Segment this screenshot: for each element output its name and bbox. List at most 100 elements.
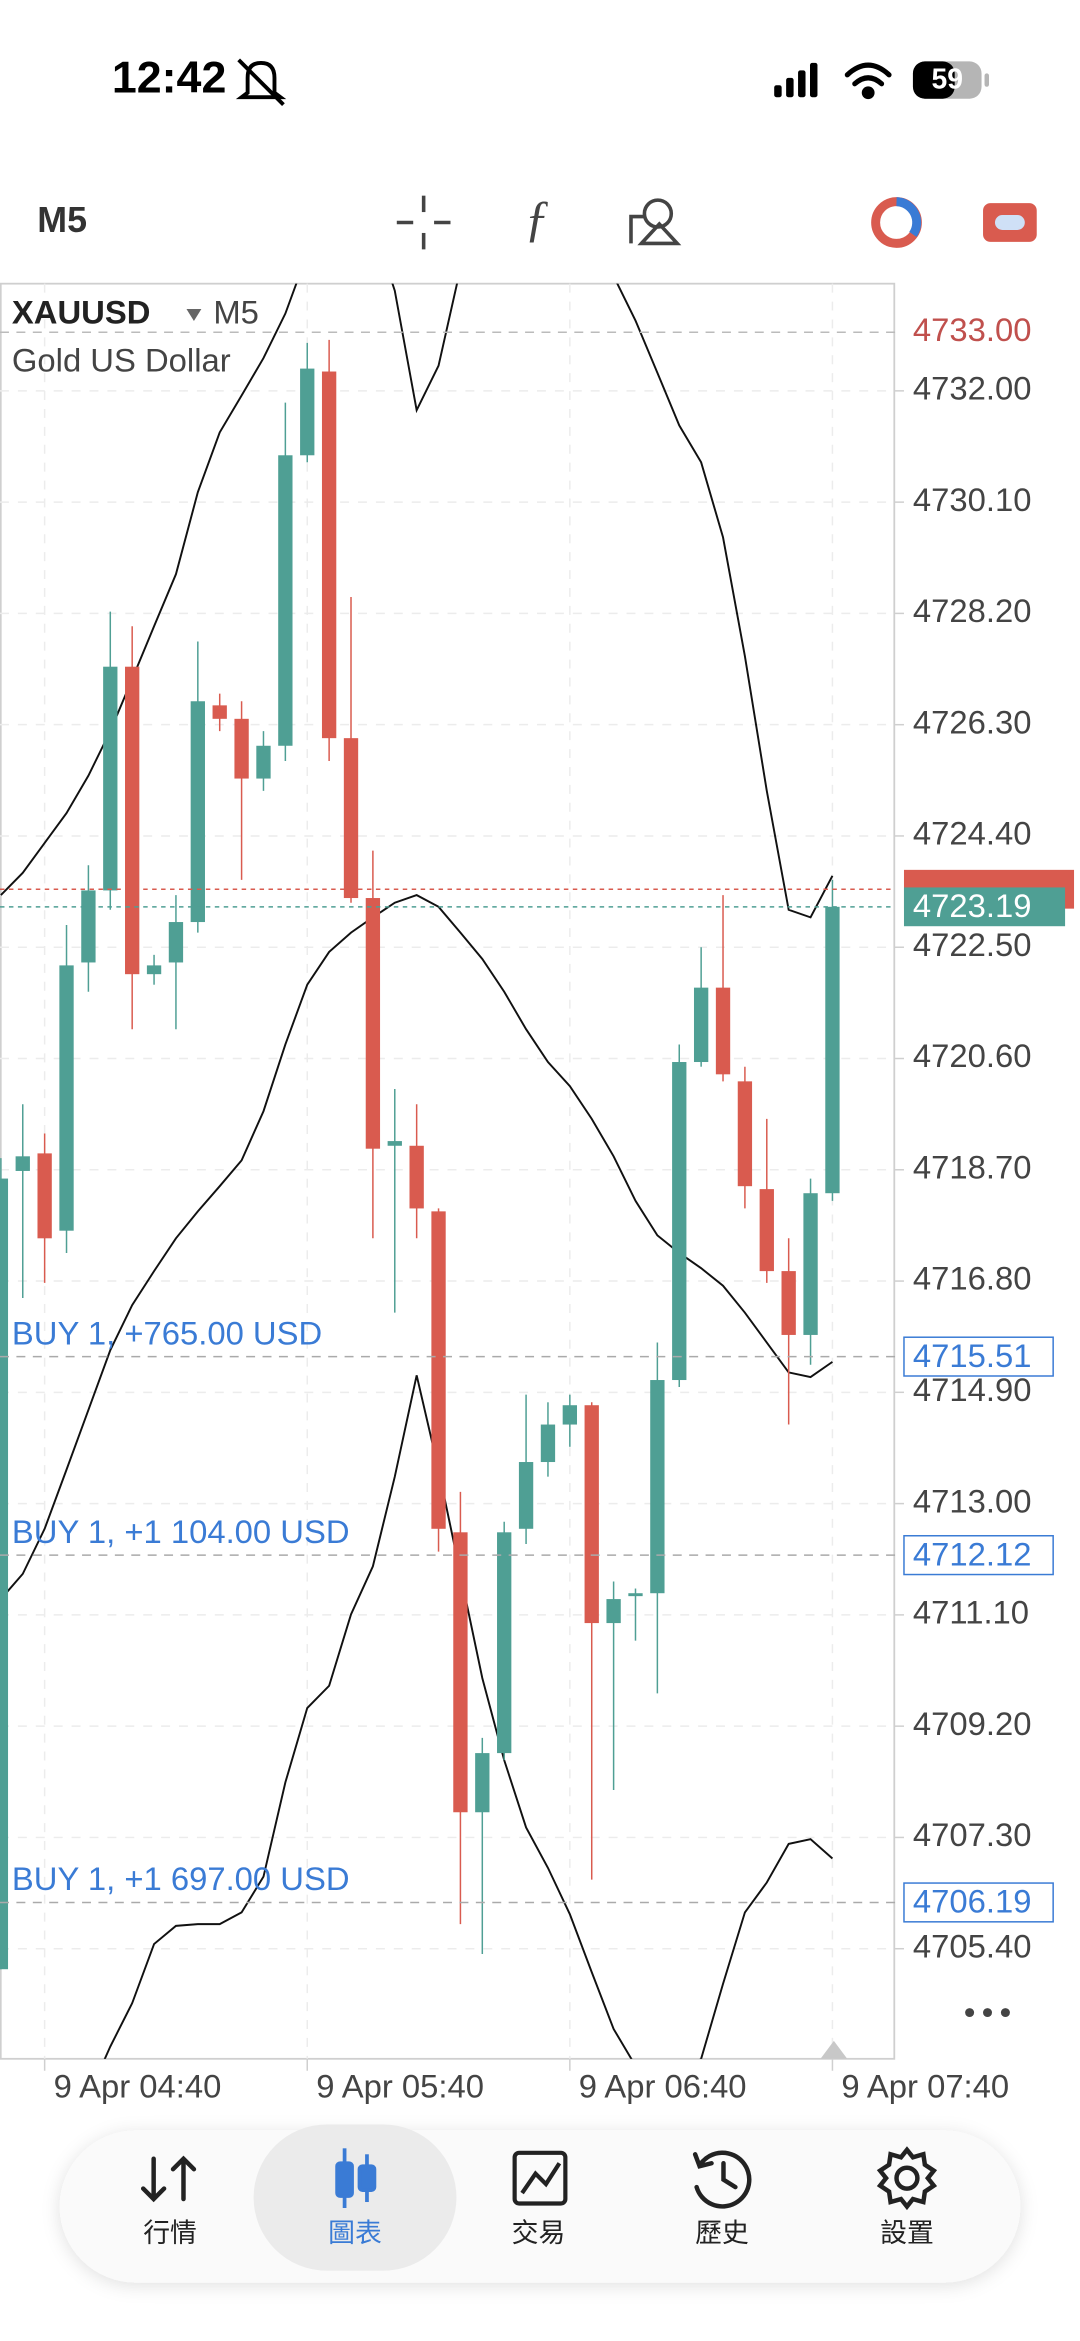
y-tick-label: 4726.30	[913, 703, 1032, 740]
candle-body	[584, 1405, 599, 1624]
candle-body	[628, 1593, 643, 1597]
candle-body	[781, 1271, 796, 1335]
candle-body	[672, 1062, 687, 1381]
candle-body	[431, 1211, 446, 1529]
tab-label[interactable]: 圖表	[328, 2218, 382, 2248]
symbol[interactable]: XAUUSD	[12, 294, 151, 331]
y-tick-label: 4707.30	[913, 1816, 1032, 1853]
y-tick-label: 4718.70	[913, 1148, 1032, 1185]
candle-body	[125, 666, 140, 975]
account-button[interactable]	[871, 197, 922, 248]
bollinger-lower	[103, 1375, 834, 2059]
candle-body	[497, 1532, 512, 1754]
candle-body	[650, 1380, 665, 1594]
bid-label: 4723.19	[913, 887, 1032, 924]
candle-body	[715, 987, 731, 1075]
history-icon	[692, 2150, 752, 2209]
y-tick-label: 4720.60	[913, 1037, 1032, 1074]
y-tick-label: 4705.40	[913, 1927, 1032, 1964]
candle-body	[475, 1753, 490, 1813]
symbol-dropdown[interactable]	[186, 309, 202, 321]
order-label: BUY 1, +1 104.00 USD	[12, 1513, 350, 1550]
candle-body	[190, 701, 205, 923]
candle-body	[212, 705, 227, 719]
order-price-label: 4706.19	[913, 1883, 1032, 1920]
candle-body	[409, 1145, 424, 1209]
candle-body	[37, 1153, 52, 1239]
y-tick-label: 4722.50	[913, 926, 1032, 963]
candle-body	[518, 1462, 534, 1529]
candle-body	[256, 745, 271, 779]
crosshair-button[interactable]	[396, 195, 451, 250]
candle-body	[540, 1424, 556, 1463]
objects-button[interactable]	[629, 198, 682, 246]
candle-body	[168, 922, 184, 963]
order-label: BUY 1, +765.00 USD	[12, 1314, 322, 1351]
quotes-icon	[140, 2155, 197, 2203]
y-tick-label: 4714.90	[913, 1371, 1032, 1408]
candle-body	[759, 1189, 774, 1272]
x-tick-label: 9 Apr 05:40	[316, 2067, 484, 2104]
y-tick-label: 4711.10	[913, 1594, 1029, 1631]
more-button[interactable]	[965, 2008, 1010, 2018]
candle-body	[825, 906, 840, 1194]
x-tick-label: 9 Apr 07:40	[841, 2067, 1009, 2104]
active-tab-bg	[253, 2124, 457, 2271]
candle-body	[146, 965, 162, 975]
mute-icon	[235, 58, 287, 107]
candle-body	[606, 1599, 621, 1624]
candle-body	[15, 1156, 30, 1171]
candle-body	[59, 965, 74, 1231]
order-price-box	[903, 1535, 1054, 1576]
y-tick-label: 4728.20	[913, 592, 1032, 629]
signal-icon	[774, 62, 818, 98]
chart-icon	[335, 2148, 377, 2208]
y-tick-label: 4709.20	[913, 1705, 1032, 1742]
x-tick-label: 9 Apr 04:40	[54, 2067, 222, 2104]
candle-body	[300, 368, 315, 456]
candle-body	[103, 666, 118, 891]
candle-body	[343, 738, 359, 899]
trade-button[interactable]	[983, 203, 1037, 242]
tab-label[interactable]: 行情	[143, 2218, 197, 2248]
candle-body	[387, 1141, 402, 1146]
trade-icon	[512, 2150, 568, 2206]
candle-body	[737, 1081, 753, 1187]
candle-body	[365, 898, 381, 1149]
tab-label[interactable]: 歷史	[695, 2218, 749, 2248]
clock: 12:42	[112, 53, 226, 103]
timeframe-button[interactable]: M5	[37, 200, 87, 240]
battery-icon: 59	[912, 61, 990, 99]
y-tick-label: 4730.10	[913, 481, 1032, 518]
y-tick-label: 4716.80	[913, 1260, 1032, 1297]
y-tick-label: 4724.40	[913, 815, 1032, 852]
bid-box	[903, 887, 1066, 927]
x-tick-label: 9 Apr 06:40	[579, 2067, 747, 2104]
order-label: BUY 1, +1 697.00 USD	[12, 1860, 350, 1897]
y-tick-label: 4732.00	[913, 370, 1032, 407]
order-price-box	[903, 1882, 1054, 1923]
candle-body	[0, 1178, 9, 1970]
y-tick-label: 4713.00	[913, 1482, 1032, 1519]
indicators-button[interactable]: ƒ	[524, 191, 549, 247]
bollinger-upper	[0, 283, 834, 919]
candle-body	[321, 371, 337, 739]
symbol-description: Gold US Dollar	[12, 341, 231, 378]
order-price-box	[903, 1336, 1054, 1377]
candle-body	[803, 1193, 818, 1335]
candle-body	[81, 890, 96, 963]
candle-body	[234, 718, 249, 779]
tab-label[interactable]: 交易	[512, 2218, 566, 2248]
chart-timeframe: M5	[213, 294, 259, 331]
bollinger-middle	[0, 894, 833, 1600]
wifi-icon	[844, 62, 892, 100]
settings-icon	[876, 2146, 938, 2211]
candle-body	[693, 987, 709, 1063]
scroll-marker[interactable]	[820, 2040, 848, 2059]
high-price-label: 4733.00	[913, 311, 1032, 348]
order-price-label: 4712.12	[913, 1535, 1032, 1572]
tab-label[interactable]: 設置	[880, 2218, 934, 2248]
candle-body	[453, 1532, 468, 1813]
battery-level: 59	[931, 63, 963, 95]
